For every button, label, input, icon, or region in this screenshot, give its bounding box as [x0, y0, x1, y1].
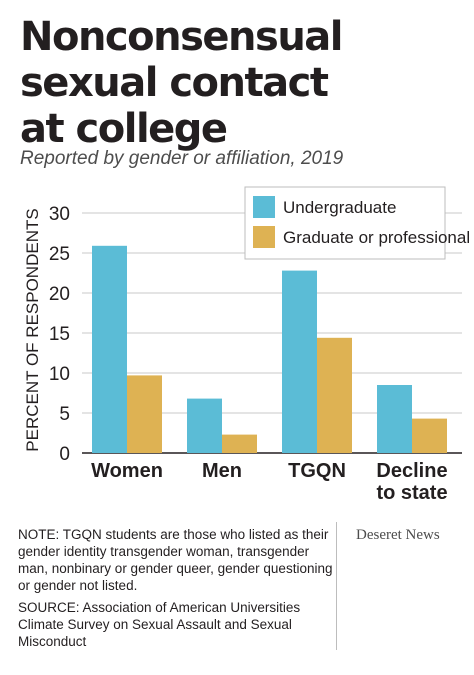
y-tick-label: 10 — [49, 364, 70, 385]
category-label: Women — [91, 460, 163, 482]
y-tick-label: 15 — [49, 324, 70, 345]
bars — [92, 245, 447, 453]
category-label: TGQN — [288, 460, 346, 482]
legend-box — [244, 186, 446, 260]
bar-undergraduate-2 — [282, 270, 317, 453]
chart-title: Nonconsensual sexual contact at college — [20, 14, 460, 152]
y-tick-label: 0 — [59, 444, 70, 465]
y-tick-label: 30 — [49, 204, 70, 225]
bar-graduate-2 — [317, 337, 352, 453]
chart-subtitle: Reported by gender or affiliation, 2019 — [20, 148, 344, 169]
legend-swatch — [253, 196, 275, 218]
y-axis-ticks: 0 5 10 15 20 25 30 — [49, 204, 70, 465]
source-text: SOURCE: Association of American Universi… — [18, 600, 301, 649]
note-text: NOTE: TGQN students are those who listed… — [18, 527, 333, 593]
bar-graduate-0 — [127, 375, 162, 453]
bar-undergraduate-0 — [92, 245, 127, 453]
footer-notes: NOTE: TGQN students are those who listed… — [18, 526, 338, 655]
brand-logo: Deseret News — [356, 527, 440, 543]
category-label: Decline to state — [376, 460, 447, 504]
category-labels: Women Men TGQN Decline to state — [91, 460, 448, 504]
y-tick-label: 5 — [59, 404, 70, 425]
category-label: Men — [202, 460, 242, 482]
bar-undergraduate-3 — [377, 385, 412, 453]
legend-swatch — [253, 226, 275, 248]
title-line-3: at college — [20, 106, 228, 152]
bar-undergraduate-1 — [187, 398, 222, 453]
legend-label: Undergraduate — [283, 198, 396, 217]
legend-label: Graduate or professional — [283, 228, 470, 247]
y-tick-label: 20 — [49, 284, 70, 305]
footer-divider — [336, 522, 337, 650]
title-line-1: Nonconsensual — [20, 14, 344, 60]
title-line-2: sexual contact — [20, 60, 329, 106]
legend: Undergraduate Graduate or professional — [244, 186, 470, 260]
y-axis-label: PERCENT OF RESPONDENTS — [23, 208, 42, 451]
bar-graduate-3 — [412, 418, 447, 453]
y-tick-label: 25 — [49, 244, 70, 265]
bar-graduate-1 — [222, 434, 257, 453]
bar-chart: 0 5 10 15 20 25 30 Women Men TGQN Decline to state… — [23, 186, 470, 504]
